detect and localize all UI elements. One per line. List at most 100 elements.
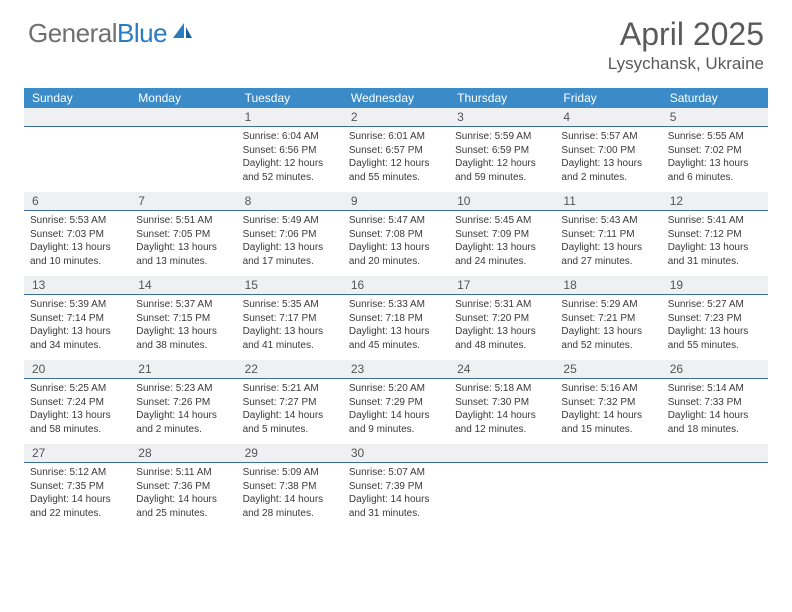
day-cell [449,466,555,526]
sunrise-text: Sunrise: 5:35 AM [243,298,337,312]
sunrise-text: Sunrise: 5:39 AM [30,298,124,312]
sunrise-text: Sunrise: 5:12 AM [30,466,124,480]
day-cell: Sunrise: 5:49 AMSunset: 7:06 PMDaylight:… [237,214,343,274]
day-number: 4 [555,108,661,126]
day-number: 22 [237,360,343,378]
day-number: 20 [24,360,130,378]
month-title: April 2025 [608,18,764,50]
day-cell: Sunrise: 5:23 AMSunset: 7:26 PMDaylight:… [130,382,236,442]
sunset-text: Sunset: 7:08 PM [349,228,443,242]
daylight-text: Daylight: 13 hours and 38 minutes. [136,325,230,352]
day-cell: Sunrise: 5:29 AMSunset: 7:21 PMDaylight:… [555,298,661,358]
day-number: 29 [237,444,343,462]
sunset-text: Sunset: 7:24 PM [30,396,124,410]
day-cell: Sunrise: 5:53 AMSunset: 7:03 PMDaylight:… [24,214,130,274]
sunset-text: Sunset: 7:06 PM [243,228,337,242]
day-cell: Sunrise: 5:12 AMSunset: 7:35 PMDaylight:… [24,466,130,526]
sunrise-text: Sunrise: 5:07 AM [349,466,443,480]
sunset-text: Sunset: 6:59 PM [455,144,549,158]
day-number: 23 [343,360,449,378]
sunset-text: Sunset: 7:35 PM [30,480,124,494]
day-number: 26 [662,360,768,378]
day-number: . [24,108,130,126]
day-cell [662,466,768,526]
day-cell: Sunrise: 5:09 AMSunset: 7:38 PMDaylight:… [237,466,343,526]
week-row: Sunrise: 6:04 AMSunset: 6:56 PMDaylight:… [24,130,768,190]
day-cell: Sunrise: 5:27 AMSunset: 7:23 PMDaylight:… [662,298,768,358]
brand-name-gray: General [28,18,117,48]
day-number: 17 [449,276,555,294]
sunrise-text: Sunrise: 5:51 AM [136,214,230,228]
day-cell: Sunrise: 5:25 AMSunset: 7:24 PMDaylight:… [24,382,130,442]
day-cell: Sunrise: 5:43 AMSunset: 7:11 PMDaylight:… [555,214,661,274]
day-number: 15 [237,276,343,294]
sunset-text: Sunset: 7:11 PM [561,228,655,242]
sunset-text: Sunset: 7:05 PM [136,228,230,242]
sunrise-text: Sunrise: 5:16 AM [561,382,655,396]
day-number: 24 [449,360,555,378]
day-cell: Sunrise: 5:16 AMSunset: 7:32 PMDaylight:… [555,382,661,442]
daynum-row: 20212223242526 [24,360,768,379]
weekday-header-row: SundayMondayTuesdayWednesdayThursdayFrid… [24,88,768,108]
day-cell: Sunrise: 5:41 AMSunset: 7:12 PMDaylight:… [662,214,768,274]
day-number: . [555,444,661,462]
sunset-text: Sunset: 7:14 PM [30,312,124,326]
day-number: 5 [662,108,768,126]
sunset-text: Sunset: 6:57 PM [349,144,443,158]
daynum-row: 6789101112 [24,192,768,211]
sunrise-text: Sunrise: 5:18 AM [455,382,549,396]
daylight-text: Daylight: 14 hours and 2 minutes. [136,409,230,436]
sunrise-text: Sunrise: 6:01 AM [349,130,443,144]
sunrise-text: Sunrise: 5:55 AM [668,130,762,144]
sunset-text: Sunset: 7:36 PM [136,480,230,494]
day-cell: Sunrise: 5:33 AMSunset: 7:18 PMDaylight:… [343,298,449,358]
week-block: 20212223242526 Sunrise: 5:25 AMSunset: 7:… [24,360,768,442]
daylight-text: Daylight: 14 hours and 31 minutes. [349,493,443,520]
sunset-text: Sunset: 7:30 PM [455,396,549,410]
day-cell: Sunrise: 5:59 AMSunset: 6:59 PMDaylight:… [449,130,555,190]
day-cell: Sunrise: 5:07 AMSunset: 7:39 PMDaylight:… [343,466,449,526]
day-cell [555,466,661,526]
week-row: Sunrise: 5:12 AMSunset: 7:35 PM Daylight:… [24,466,768,526]
daylight-text: Daylight: 14 hours and 15 minutes. [561,409,655,436]
sunset-text: Sunset: 7:03 PM [30,228,124,242]
day-number: 16 [343,276,449,294]
week-row: Sunrise: 5:53 AMSunset: 7:03 PMDaylight:… [24,214,768,274]
day-number: 6 [24,192,130,210]
day-cell: Sunrise: 5:55 AMSunset: 7:02 PMDaylight:… [662,130,768,190]
day-cell: Sunrise: 6:01 AMSunset: 6:57 PMDaylight:… [343,130,449,190]
daylight-text: Daylight: 13 hours and 45 minutes. [349,325,443,352]
day-number: 18 [555,276,661,294]
sunrise-text: Sunrise: 5:20 AM [349,382,443,396]
daylight-text: Daylight: 13 hours and 6 minutes. [668,157,762,184]
sunrise-text: Sunrise: 5:11 AM [136,466,230,480]
day-cell: Sunrise: 6:04 AMSunset: 6:56 PMDaylight:… [237,130,343,190]
day-number: 8 [237,192,343,210]
week-block: 27282930...Sunrise: 5:12 AMSunset: 7:35 … [24,444,768,526]
sunset-text: Sunset: 7:17 PM [243,312,337,326]
weekday-header: Sunday [24,88,130,108]
daylight-text: Daylight: 13 hours and 34 minutes. [30,325,124,352]
brand-logo: GeneralBlue [28,18,195,49]
sunrise-text: Sunrise: 6:04 AM [243,130,337,144]
daylight-text: Daylight: 14 hours and 25 minutes. [136,493,230,520]
sunrise-text: Sunrise: 5:37 AM [136,298,230,312]
daylight-text: Daylight: 13 hours and 58 minutes. [30,409,124,436]
day-number: 1 [237,108,343,126]
sunset-text: Sunset: 7:29 PM [349,396,443,410]
daylight-text: Daylight: 12 hours and 52 minutes. [243,157,337,184]
daylight-text: Daylight: 13 hours and 48 minutes. [455,325,549,352]
day-cell: Sunrise: 5:31 AMSunset: 7:20 PMDaylight:… [449,298,555,358]
daylight-text: Daylight: 14 hours and 9 minutes. [349,409,443,436]
sunrise-text: Sunrise: 5:09 AM [243,466,337,480]
day-cell: Sunrise: 5:45 AMSunset: 7:09 PMDaylight:… [449,214,555,274]
day-number: 21 [130,360,236,378]
daylight-text: Daylight: 13 hours and 2 minutes. [561,157,655,184]
day-number: 7 [130,192,236,210]
calendar: SundayMondayTuesdayWednesdayThursdayFrid… [24,88,768,526]
daynum-row: ..12345 [24,108,768,127]
day-number: 30 [343,444,449,462]
sunrise-text: Sunrise: 5:53 AM [30,214,124,228]
sunset-text: Sunset: 7:39 PM [349,480,443,494]
day-number: 14 [130,276,236,294]
